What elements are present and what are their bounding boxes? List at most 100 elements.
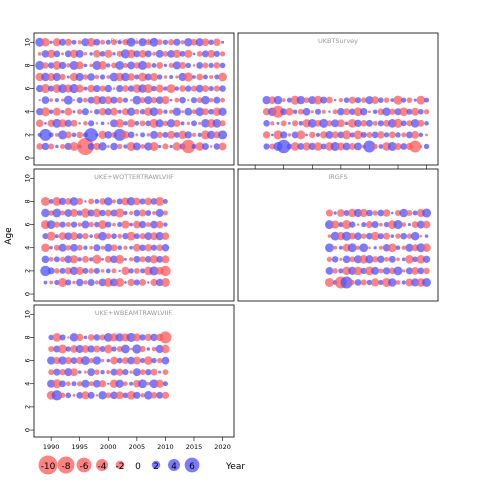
residual-bubble <box>106 63 111 68</box>
residual-bubble <box>69 49 79 59</box>
residual-bubble <box>107 382 110 385</box>
residual-bubble <box>201 85 209 93</box>
residual-bubble <box>406 108 413 115</box>
residual-bubble <box>138 379 147 389</box>
residual-bubble <box>134 120 140 126</box>
residual-bubble <box>354 119 362 128</box>
residual-bubble <box>82 74 89 80</box>
residual-bubble <box>372 120 378 126</box>
residual-bubble <box>55 144 59 149</box>
residual-bubble <box>133 255 141 263</box>
residual-bubble <box>98 107 107 116</box>
residual-bubble <box>51 390 63 401</box>
residual-bubble <box>69 255 79 264</box>
residual-bubble <box>169 144 173 149</box>
residual-bubble <box>273 130 283 140</box>
residual-bubble <box>98 130 107 139</box>
residual-bubble <box>115 379 124 388</box>
residual-bubble <box>104 209 112 217</box>
residual-bubble <box>145 120 152 127</box>
residual-bubble <box>370 231 380 241</box>
residual-bubble <box>371 96 380 105</box>
residual-bubble <box>190 85 198 92</box>
residual-bubble <box>156 131 163 139</box>
residual-bubble <box>410 231 420 241</box>
residual-bubble <box>89 63 93 68</box>
residual-bubble <box>162 369 169 376</box>
residual-bubble <box>325 209 333 217</box>
residual-bubble <box>115 254 125 264</box>
residual-bubble <box>59 256 66 262</box>
residual-bubble <box>336 142 345 151</box>
residual-bubble <box>80 208 91 218</box>
residual-bubble <box>140 358 146 364</box>
residual-bubble <box>139 279 147 286</box>
residual-bubble <box>94 108 100 115</box>
residual-bubble <box>135 40 139 45</box>
residual-bubble <box>129 98 133 102</box>
residual-bubble <box>195 84 204 93</box>
residual-bubble <box>65 279 72 286</box>
residual-bubble <box>82 97 88 103</box>
residual-bubble <box>72 393 76 397</box>
residual-bubble <box>64 131 72 139</box>
residual-bubble <box>58 277 68 287</box>
residual-bubble <box>105 221 112 228</box>
residual-bubble <box>41 72 50 82</box>
residual-bubble <box>219 120 226 127</box>
residual-bubble <box>305 133 308 137</box>
residual-bubble <box>99 74 106 80</box>
residual-bubble <box>162 210 168 216</box>
residual-bubble <box>133 391 141 399</box>
residual-bubble <box>167 49 176 58</box>
residual-bubble <box>106 144 110 148</box>
residual-bubble <box>422 255 431 263</box>
residual-bubble <box>41 208 50 218</box>
residual-bubble <box>126 390 136 400</box>
residual-bubble <box>41 38 50 47</box>
residual-bubble <box>393 220 403 230</box>
residual-bubble <box>83 280 88 285</box>
residual-bubble <box>343 108 351 116</box>
x-tick-label: 1995 <box>71 443 88 451</box>
residual-bubble <box>121 72 130 82</box>
residual-bubble <box>320 143 327 150</box>
residual-bubble <box>353 130 363 140</box>
residual-bubble <box>292 109 298 114</box>
residual-bubble <box>166 84 176 94</box>
residual-bubble <box>390 234 395 238</box>
residual-bubble <box>41 96 50 105</box>
residual-bubble <box>139 97 146 104</box>
residual-bubble <box>144 197 153 206</box>
residual-bubble <box>156 391 164 399</box>
residual-bubble <box>83 63 88 68</box>
residual-bubble <box>70 243 78 252</box>
residual-bubble <box>59 380 66 388</box>
residual-bubble <box>71 132 77 138</box>
residual-bubble <box>281 98 286 103</box>
residual-bubble <box>412 256 418 263</box>
residual-bubble <box>393 118 403 128</box>
residual-bubble <box>195 107 205 117</box>
residual-bubble <box>218 72 227 82</box>
residual-bubble <box>173 119 181 127</box>
residual-bubble <box>69 84 79 94</box>
residual-bubble <box>162 131 169 138</box>
residual-bubble <box>296 130 306 140</box>
panel: UKE+WBEAMTRAWLVIIF. 0 2 4 6 8 10 1990 1995 2000 20… <box>23 304 235 451</box>
residual-bubble <box>327 234 332 238</box>
residual-bubble <box>406 97 413 103</box>
residual-bubble <box>138 209 147 217</box>
residual-bubble <box>52 333 62 342</box>
residual-bubble <box>139 345 146 353</box>
residual-bubble <box>77 370 82 374</box>
residual-bubble <box>75 84 84 93</box>
residual-bubble <box>160 265 171 277</box>
residual-bubble <box>126 141 136 151</box>
residual-bubble <box>377 209 385 217</box>
residual-bubble <box>116 346 123 352</box>
residual-bubble <box>48 109 54 114</box>
residual-bubble <box>313 95 323 105</box>
residual-bubble <box>337 107 345 116</box>
residual-bubble <box>83 335 88 340</box>
